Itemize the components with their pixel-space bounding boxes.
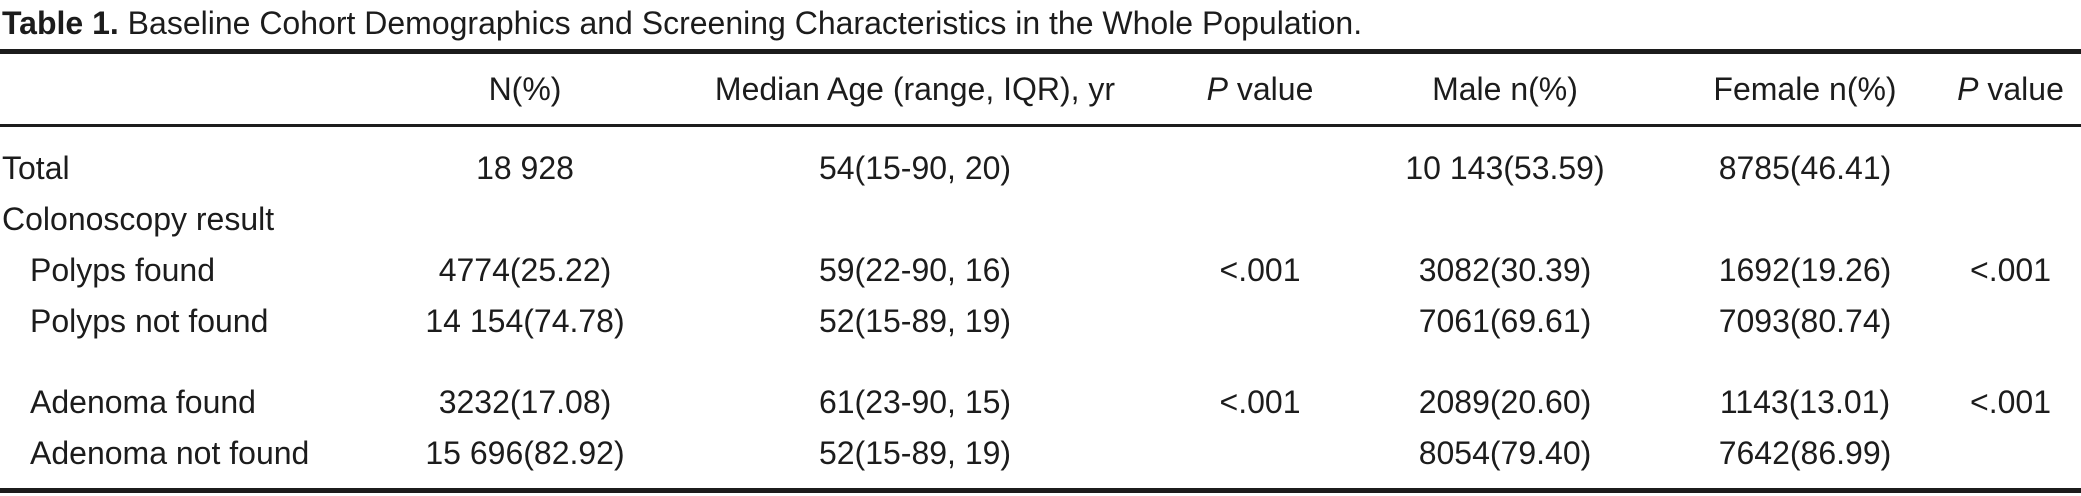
table-cell <box>1180 143 1340 194</box>
table-cell <box>1940 194 2081 245</box>
table-cell: 10 143(53.59) <box>1405 150 1605 186</box>
table-cell: 54(15-90, 20) <box>818 150 1012 186</box>
table-cell: 7061(69.61) <box>1418 303 1592 339</box>
table-cell <box>650 194 1180 245</box>
table-cell: 3082(30.39) <box>1418 252 1592 288</box>
table-cell <box>1180 194 1340 245</box>
row-label: Adenoma found <box>30 384 256 420</box>
col-header-male: Male n(%) <box>1340 51 1670 127</box>
table-cell <box>1940 428 2081 479</box>
row-label: Polyps not found <box>30 303 269 339</box>
table-cell <box>1940 296 2081 347</box>
table-cell: 52(15-89, 19) <box>818 303 1012 339</box>
table-cell: 61(23-90, 15) <box>818 384 1012 420</box>
table-cell <box>400 194 650 245</box>
header-row: N(%) Median Age (range, IQR), yr P value… <box>0 51 2081 127</box>
spacer-row <box>0 347 2081 377</box>
spacer-row <box>0 126 2081 144</box>
table-cell: 59(22-90, 16) <box>818 252 1012 288</box>
table-title-text: Baseline Cohort Demographics and Screeni… <box>127 5 1363 41</box>
table-cell: 7642(86.99) <box>1718 435 1892 471</box>
table-row-colonoscopy-result: Colonoscopy result <box>0 194 2081 245</box>
table-cell: 3232(17.08) <box>438 384 612 420</box>
demographics-table: N(%) Median Age (range, IQR), yr P value… <box>0 49 2081 493</box>
table-cell <box>1180 428 1340 479</box>
table-row-total: Total 18 928 54(15-90, 20) 10 143(53.59)… <box>0 143 2081 194</box>
table-row-polyps-not-found: Polyps not found 14 154(74.78) 52(15-89,… <box>0 296 2081 347</box>
p-rest: value <box>1227 70 1314 107</box>
table-cell: <.001 <box>1970 252 2051 288</box>
table-number: Table 1. <box>2 5 119 41</box>
col-header-empty <box>0 51 400 127</box>
table-row-adenoma-not-found: Adenoma not found 15 696(82.92) 52(15-89… <box>0 428 2081 479</box>
col-header-female: Female n(%) <box>1670 51 1940 127</box>
col-header-median-age: Median Age (range, IQR), yr <box>650 51 1180 127</box>
row-label: Colonoscopy result <box>2 201 275 237</box>
row-label: Total <box>2 150 70 186</box>
table-cell: 14 154(74.78) <box>425 303 625 339</box>
table-row-polyps-found: Polyps found 4774(25.22) 59(22-90, 16) <… <box>0 245 2081 296</box>
table-cell: 15 696(82.92) <box>425 435 625 471</box>
table-title: Table 1. Baseline Cohort Demographics an… <box>0 0 2081 49</box>
table-cell: 7093(80.74) <box>1718 303 1892 339</box>
table-cell <box>1670 194 1940 245</box>
table-cell: <.001 <box>1219 384 1301 420</box>
p-italic: P <box>1206 70 1228 107</box>
p-italic: P <box>1957 70 1979 107</box>
table-cell: 8054(79.40) <box>1418 435 1592 471</box>
table-cell <box>1340 194 1670 245</box>
table-cell <box>1180 296 1340 347</box>
spacer-row <box>0 479 2081 491</box>
col-header-p-value-1: P value <box>1180 51 1340 127</box>
table-cell: 8785(46.41) <box>1718 150 1892 186</box>
table-cell: <.001 <box>1970 384 2051 420</box>
table-cell: 2089(20.60) <box>1418 384 1592 420</box>
row-label: Polyps found <box>30 252 216 288</box>
table-cell: 1143(13.01) <box>1719 384 1891 420</box>
table-cell: <.001 <box>1219 252 1301 288</box>
col-header-p-value-2: P value <box>1940 51 2081 127</box>
table-row-adenoma-found: Adenoma found 3232(17.08) 61(23-90, 15) … <box>0 377 2081 428</box>
table-cell: 4774(25.22) <box>438 252 612 288</box>
table-cell: 18 928 <box>476 150 574 186</box>
table-cell <box>1940 143 2081 194</box>
table-cell: 1692(19.26) <box>1718 252 1892 288</box>
col-header-n-pct: N(%) <box>400 51 650 127</box>
p-rest: value <box>1978 70 2064 107</box>
row-label: Adenoma not found <box>30 435 310 471</box>
table-cell: 52(15-89, 19) <box>818 435 1012 471</box>
